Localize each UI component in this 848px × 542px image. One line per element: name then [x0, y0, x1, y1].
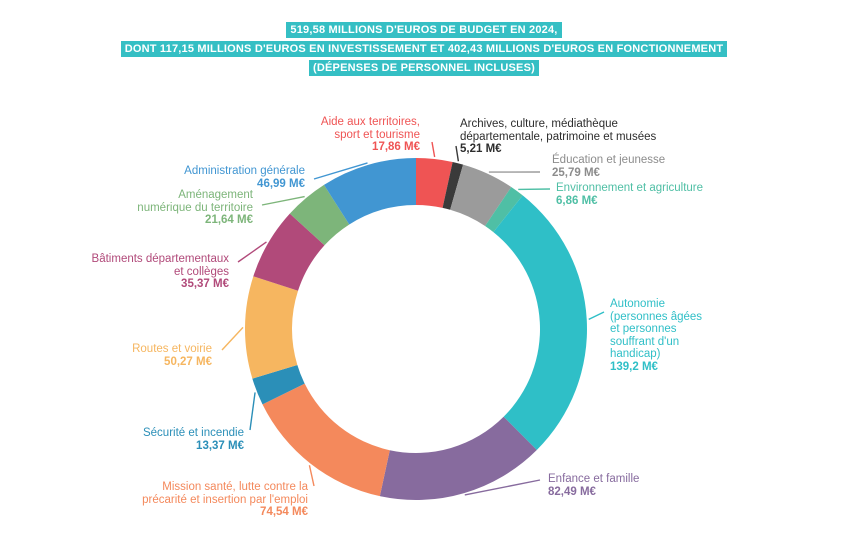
slice-enfance — [379, 416, 537, 500]
leader-mission — [308, 465, 315, 487]
slice-amenagement — [289, 184, 350, 246]
label-mission-line: Mission santé, lutte contre la — [162, 481, 308, 493]
slice-education — [450, 164, 512, 227]
label-administration-value: 46,99 M€ — [257, 177, 305, 190]
header-line-1: 519,58 MILLIONS D'EUROS DE BUDGET EN 202… — [0, 20, 848, 38]
header-line-2: DONT 117,15 MILLIONS D'EUROS EN INVESTIS… — [0, 39, 848, 57]
label-environnement: Environnement et agriculture 6,86 M€ — [556, 182, 703, 207]
leader-amenagement — [261, 195, 305, 206]
label-education: Éducation et jeunesse 25,79 M€ — [552, 154, 665, 179]
label-mission-line: précarité et insertion par l'emploi — [142, 493, 308, 506]
label-education-line: Éducation et jeunesse — [552, 154, 666, 166]
label-batiments-line: Bâtiments départementaux — [91, 253, 229, 265]
label-archives-line: départementale, patrimoine et musées — [460, 130, 657, 143]
label-archives-line: Archives, culture, médiathèque — [460, 118, 618, 130]
label-enfance-value: 82,49 M€ — [548, 485, 596, 498]
label-education-value: 25,79 M€ — [552, 166, 600, 179]
label-aide-value: 17,86 M€ — [372, 141, 420, 153]
leader-lines — [221, 141, 605, 496]
slice-archives — [442, 161, 464, 210]
leader-administration — [313, 162, 368, 180]
slice-administration — [323, 158, 416, 225]
label-amenagement-value: 21,64 M€ — [205, 214, 253, 226]
label-securite-value: 13,37 M€ — [196, 439, 244, 452]
slice-aide — [416, 158, 453, 208]
leader-enfance — [464, 479, 541, 496]
slice-mission — [262, 383, 390, 497]
label-batiments-line: et collèges — [174, 265, 229, 278]
label-autonomie-line: et personnes — [610, 323, 677, 335]
slice-securite — [252, 365, 305, 405]
leader-archives — [455, 145, 460, 162]
leader-routes — [221, 326, 244, 351]
label-autonomie-value: 139,2 M€ — [610, 360, 658, 373]
label-aide: Aide aux territoires, sport et tourisme 17… — [321, 116, 420, 154]
label-enfance-line: Enfance et famille — [548, 473, 640, 485]
label-aide-line: sport et tourisme — [334, 128, 420, 141]
label-enfance: Enfance et famille 82,49 M€ — [548, 473, 639, 498]
leader-aide — [431, 141, 436, 158]
label-environnement-line: Environnement et agriculture — [556, 182, 704, 194]
label-autonomie: Autonomie (personnes âgées et personnes sou… — [610, 298, 702, 373]
leader-batiments — [237, 241, 267, 263]
slice-environnement — [485, 186, 523, 233]
label-batiments: Bâtiments départementaux et collèges 35,37… — [92, 253, 229, 291]
slice-routes — [245, 276, 299, 379]
label-autonomie-line: Autonomie — [610, 298, 665, 310]
label-autonomie-line: souffrant d'un — [610, 335, 680, 348]
label-archives: Archives, culture, médiathèque départemen… — [460, 118, 656, 156]
label-securite-line: Sécurité et incendie — [142, 427, 244, 439]
label-autonomie-line: (personnes âgées — [610, 310, 703, 323]
leader-securite — [249, 392, 256, 431]
leader-autonomie — [588, 311, 605, 321]
label-amenagement: Aménagement numérique du territoire 21,64 … — [137, 189, 253, 227]
label-batiments-value: 35,37 M€ — [181, 278, 229, 290]
header-line-3: (DÉPENSES DE PERSONNEL INCLUSES) — [0, 58, 848, 76]
header-line-3-text: (DÉPENSES DE PERSONNEL INCLUSES) — [309, 60, 539, 76]
label-administration-line: Administration générale — [184, 165, 305, 177]
slice-autonomie — [493, 195, 587, 451]
label-environnement-value: 6,86 M€ — [556, 194, 598, 207]
label-aide-line: Aide aux territoires, — [320, 116, 420, 128]
label-amenagement-line: Aménagement — [178, 189, 253, 201]
header-line-1-text: 519,58 MILLIONS D'EUROS DE BUDGET EN 202… — [286, 22, 562, 38]
slice-batiments — [253, 213, 325, 291]
label-securite: Sécurité et incendie 13,37 M€ — [143, 427, 244, 452]
label-archives-value: 5,21 M€ — [460, 143, 502, 155]
header-line-2-text: DONT 117,15 MILLIONS D'EUROS EN INVESTIS… — [120, 41, 728, 57]
label-routes-value: 50,27 M€ — [164, 355, 212, 368]
label-autonomie-line: handicap) — [610, 348, 661, 360]
label-mission: Mission santé, lutte contre la précarité … — [142, 481, 308, 519]
label-administration: Administration générale 46,99 M€ — [184, 165, 305, 190]
label-amenagement-line: numérique du territoire — [137, 201, 253, 214]
label-routes: Routes et voirie 50,27 M€ — [132, 343, 212, 368]
label-routes-line: Routes et voirie — [132, 343, 212, 355]
donut-slices — [245, 158, 587, 500]
label-mission-value: 74,54 M€ — [260, 506, 308, 518]
